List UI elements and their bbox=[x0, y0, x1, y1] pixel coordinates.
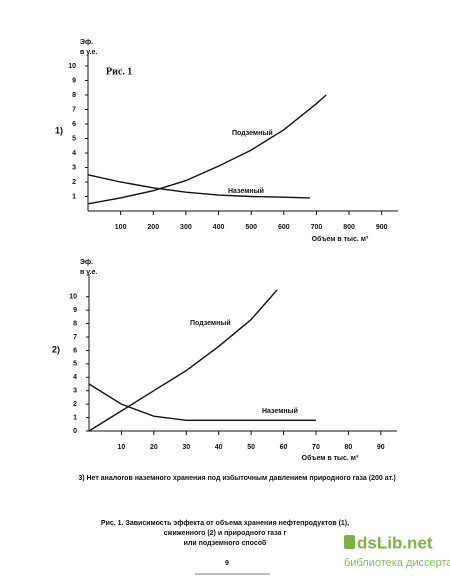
y-tick-label: 1 bbox=[73, 414, 77, 421]
chart-label: 2) bbox=[52, 344, 60, 354]
y-tick-label: 2 bbox=[73, 401, 77, 408]
curve bbox=[88, 383, 316, 421]
x-tick-label: 10 bbox=[118, 444, 126, 451]
chart-label: 1) bbox=[55, 125, 63, 135]
caption-line: или подземного способ bbox=[184, 539, 267, 547]
y-tick-label: 5 bbox=[73, 361, 77, 368]
y-tick-label: 8 bbox=[72, 92, 76, 99]
curve bbox=[88, 289, 278, 432]
y-axis-label: Эф. bbox=[80, 259, 93, 266]
caption-line: сжиженного (2) и природного газа г bbox=[164, 530, 287, 537]
x-tick-label: 700 bbox=[311, 224, 323, 231]
curve bbox=[87, 174, 310, 199]
page-number: 9 bbox=[225, 560, 229, 567]
x-tick-label: 400 bbox=[213, 224, 225, 231]
y-tick-label: 10 bbox=[69, 294, 77, 301]
series-label: Наземный bbox=[262, 407, 298, 415]
y-tick-label: 9 bbox=[72, 77, 76, 84]
x-tick-label: 800 bbox=[343, 224, 355, 231]
x-tick-label: 70 bbox=[312, 444, 320, 451]
y-axis-label: в у.е. bbox=[80, 269, 97, 276]
watermark-tagline: библиотека диссертаций bbox=[344, 557, 450, 569]
x-tick-label: 500 bbox=[245, 224, 257, 231]
x-axis-label: Объем в тыс. м³ bbox=[302, 454, 359, 462]
note: 3) Нет аналогов наземного хранения под и… bbox=[78, 474, 395, 482]
x-tick-label: 90 bbox=[377, 444, 385, 451]
y-tick-label: 5 bbox=[72, 135, 76, 142]
x-tick-label: 900 bbox=[376, 224, 388, 231]
y-tick-label: 4 bbox=[72, 150, 76, 157]
series-label: Подземный bbox=[232, 129, 273, 137]
x-tick-label: 100 bbox=[115, 224, 127, 231]
y-tick-label: 7 bbox=[72, 106, 76, 113]
curve bbox=[87, 94, 327, 205]
y-tick-label: 10 bbox=[68, 63, 76, 70]
logo-icon bbox=[344, 535, 355, 549]
y-tick-label: 8 bbox=[73, 320, 77, 327]
y-tick-label: 9 bbox=[73, 307, 77, 314]
x-tick-label: 200 bbox=[147, 224, 159, 231]
x-tick-label: 30 bbox=[182, 444, 190, 451]
y-tick-label: 1 bbox=[72, 193, 76, 200]
x-tick-label: 600 bbox=[278, 224, 290, 231]
y-tick-label: 2 bbox=[72, 179, 76, 186]
y-tick-label: 3 bbox=[73, 388, 77, 395]
x-tick-label: 80 bbox=[344, 444, 352, 451]
y-tick-label: 6 bbox=[72, 121, 76, 128]
x-tick-label: 60 bbox=[280, 444, 288, 451]
y-axis-label: в у.е. bbox=[80, 49, 97, 56]
y-tick-label: 3 bbox=[72, 164, 76, 171]
x-tick-label: 40 bbox=[215, 444, 223, 451]
y-tick-label: 4 bbox=[73, 374, 77, 381]
y-axis-label: Эф. bbox=[80, 39, 93, 46]
series-label: Наземный bbox=[228, 187, 264, 195]
x-tick-label: 20 bbox=[150, 444, 158, 451]
y-tick-label: 6 bbox=[73, 347, 77, 354]
x-tick-label: 50 bbox=[247, 444, 255, 451]
figure-label: Рис. 1 bbox=[106, 66, 132, 77]
y-tick-label: 0 bbox=[73, 428, 77, 435]
watermark-site: dsLib.net bbox=[357, 533, 433, 552]
series-label: Подземный bbox=[190, 319, 231, 327]
y-tick-label: 7 bbox=[73, 334, 77, 341]
x-tick-label: 300 bbox=[180, 224, 192, 231]
caption-line: Рис. 1. Зависимость эффекта от объема хр… bbox=[101, 519, 349, 527]
x-axis-label: Объем в тыс. м³ bbox=[312, 235, 369, 243]
